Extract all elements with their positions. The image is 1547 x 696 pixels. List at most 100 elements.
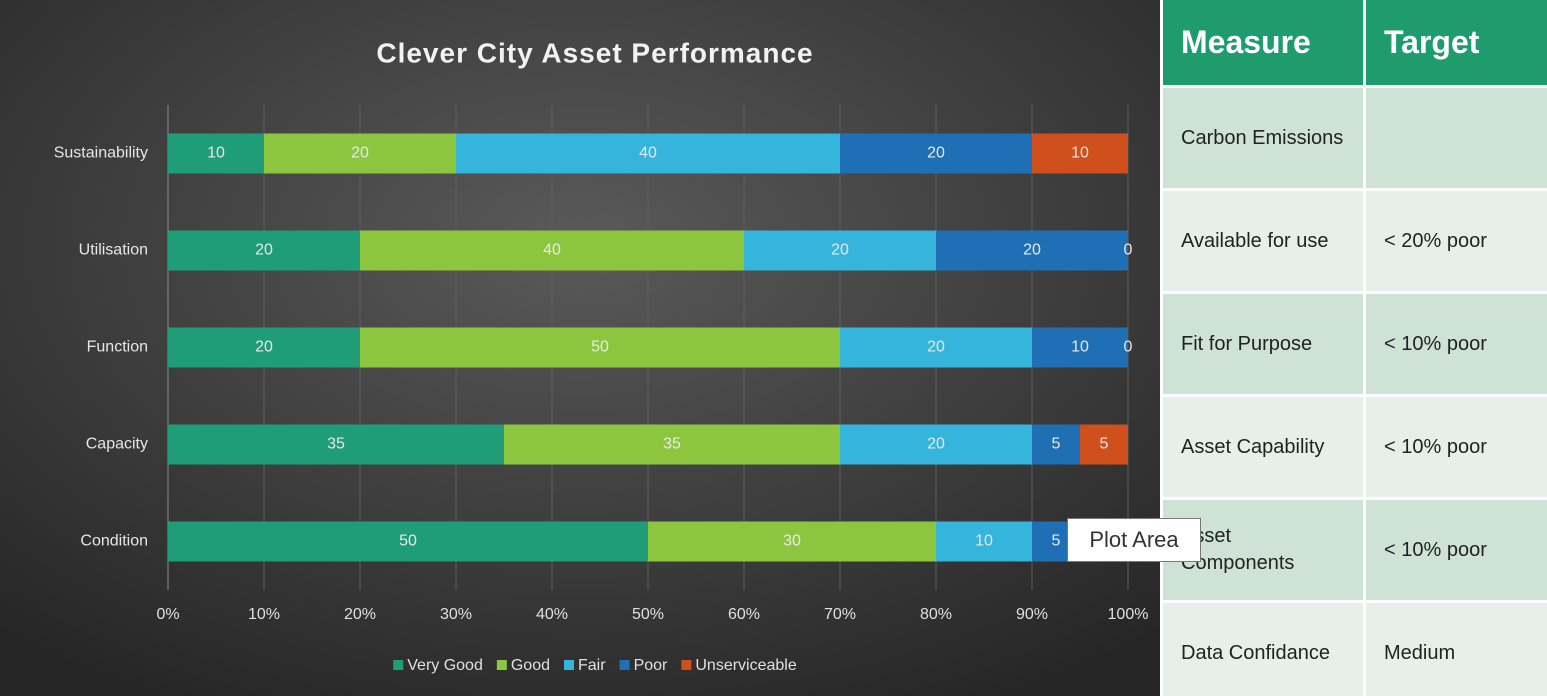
- x-tick-label: 70%: [824, 606, 856, 623]
- data-label: 5: [1052, 533, 1061, 550]
- bar-segment: [936, 521, 1032, 562]
- table-cell: < 10% poor: [1366, 500, 1547, 600]
- row: Measure Target: [1163, 0, 1547, 85]
- x-tick-label: 50%: [632, 606, 664, 623]
- legend-swatch: [393, 660, 404, 670]
- data-label: 35: [327, 436, 345, 453]
- x-tick-label: 40%: [536, 606, 568, 623]
- bar-segment: [168, 424, 504, 465]
- data-label: 50: [399, 533, 417, 550]
- bar-segment: [168, 521, 648, 562]
- bar-segment: [1080, 424, 1128, 465]
- data-label: 20: [927, 436, 945, 453]
- bar-segment: [168, 133, 264, 174]
- bar-segment: [360, 327, 840, 368]
- row: Data Confidance Medium: [1163, 603, 1547, 696]
- legend-swatch: [564, 660, 574, 670]
- x-tick-label: 10%: [248, 606, 280, 623]
- bar-segment: [936, 230, 1128, 271]
- table-cell: < 10% poor: [1366, 294, 1547, 394]
- bar-segment: [1032, 133, 1128, 174]
- table-cell: Data Confidance: [1163, 603, 1363, 696]
- legend-swatch: [619, 660, 630, 670]
- bar-segment: [648, 521, 936, 562]
- data-label: 20: [831, 242, 849, 259]
- legend-label: Poor: [634, 657, 668, 674]
- bar-segment: [504, 424, 840, 465]
- x-tick-label: 0%: [156, 606, 179, 623]
- legend-swatch: [496, 660, 507, 670]
- data-label: 20: [927, 339, 945, 356]
- bar-segment: [168, 230, 360, 271]
- legend-item: Good: [496, 657, 550, 674]
- data-label: 20: [1023, 242, 1041, 259]
- bar-segment: [744, 230, 936, 271]
- x-tick-label: 30%: [440, 606, 472, 623]
- data-label: 0: [1124, 242, 1133, 259]
- data-label: 0: [1124, 339, 1133, 356]
- x-tick-label: 80%: [920, 606, 952, 623]
- data-label: 20: [255, 242, 273, 259]
- legend-label: Fair: [578, 657, 606, 674]
- header-cell: Target: [1366, 0, 1547, 85]
- bar-segment: [360, 230, 744, 271]
- data-label: 40: [639, 145, 657, 162]
- data-label: 20: [255, 339, 273, 356]
- x-tick-label: 20%: [344, 606, 376, 623]
- data-label: 10: [1071, 339, 1089, 356]
- data-label: 5: [1052, 436, 1061, 453]
- data-label: 20: [927, 145, 945, 162]
- y-tick-label: Function: [87, 339, 148, 356]
- data-label: 35: [663, 436, 681, 453]
- data-label: 10: [1071, 145, 1089, 162]
- legend-item: Fair: [564, 657, 606, 674]
- bar-segment: [840, 133, 1032, 174]
- x-tick-label: 100%: [1108, 606, 1149, 623]
- bar-segment: [1032, 327, 1128, 368]
- header-cell: Measure: [1163, 0, 1363, 85]
- x-tick-label: 90%: [1016, 606, 1048, 623]
- tooltip: Plot Area: [1067, 518, 1201, 562]
- bar-segment: [840, 424, 1032, 465]
- data-label: 30: [783, 533, 801, 550]
- legend-label: Good: [511, 657, 550, 674]
- y-tick-label: Sustainability: [54, 145, 148, 162]
- table-cell: < 20% poor: [1366, 191, 1547, 291]
- y-tick-label: Capacity: [86, 436, 148, 453]
- table-cell: Available for use: [1163, 191, 1363, 291]
- legend-label: Unserviceable: [695, 657, 796, 674]
- bar-segment: [264, 133, 456, 174]
- chart: Clever City Asset Performance 0% 10% 20% 30…: [0, 0, 1160, 696]
- data-label: 20: [351, 145, 369, 162]
- table-cell: Carbon Emissions: [1163, 88, 1363, 188]
- data-label: 10: [975, 533, 993, 550]
- row: Asset Components < 10% poor: [1163, 500, 1547, 600]
- data-label: 40: [543, 242, 561, 259]
- legend-item: Very Good: [393, 657, 483, 674]
- row: Available for use < 20% poor: [1163, 191, 1547, 291]
- legend-item: Poor: [619, 657, 668, 674]
- data-label: 5: [1100, 436, 1109, 453]
- legend-label: Very Good: [407, 657, 483, 674]
- table-cell: < 10% poor: [1366, 397, 1547, 497]
- table-cell: Fit for Purpose: [1163, 294, 1363, 394]
- legend-swatch: [681, 660, 692, 670]
- row: Fit for Purpose < 10% poor: [1163, 294, 1547, 394]
- legend-item: Unserviceable: [681, 657, 797, 674]
- bar-segment: [840, 327, 1032, 368]
- chart-title: Clever City Asset Performance: [376, 37, 813, 68]
- table: Measure Target Carbon Emissions Available f…: [1163, 0, 1547, 696]
- table-cell: [1366, 88, 1547, 188]
- data-label: 50: [591, 339, 609, 356]
- bar-segment: [456, 133, 840, 174]
- row: Asset Capability < 10% poor: [1163, 397, 1547, 497]
- row: Carbon Emissions: [1163, 88, 1547, 188]
- y-tick-label: Condition: [80, 533, 148, 550]
- bar-segment: [168, 327, 360, 368]
- x-tick-label: 60%: [728, 606, 760, 623]
- bar-segment: [1032, 424, 1080, 465]
- table-cell: Medium: [1366, 603, 1547, 696]
- y-tick-label: Utilisation: [79, 242, 148, 259]
- table-cell: Asset Capability: [1163, 397, 1363, 497]
